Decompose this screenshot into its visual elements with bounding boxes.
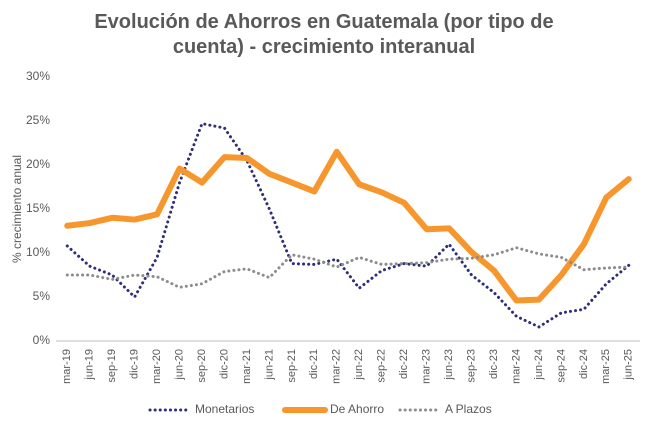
x-tick-label: jun-25 <box>623 349 635 381</box>
y-tick-label: 15% <box>26 201 50 215</box>
series-line <box>64 148 632 304</box>
y-axis-label: % crecimiento anual <box>10 155 24 263</box>
legend-label: De Ahorro <box>330 402 384 416</box>
series-line <box>65 246 631 289</box>
x-tick-label: mar-21 <box>241 349 253 384</box>
x-tick-label: dic-19 <box>129 349 141 379</box>
y-tick-label: 25% <box>26 113 50 127</box>
series-line <box>65 121 631 329</box>
x-tick-label: jun-21 <box>263 349 275 381</box>
x-tick-label: mar-19 <box>61 349 73 384</box>
y-tick-label: 0% <box>33 333 51 347</box>
y-tick-label: 30% <box>26 69 50 83</box>
x-tick-label: jun-24 <box>533 349 545 381</box>
x-tick-label: sep-23 <box>465 349 477 383</box>
x-tick-label: mar-23 <box>421 349 433 384</box>
x-tick-label: dic-22 <box>398 349 410 379</box>
x-tick-label: dic-20 <box>218 349 230 379</box>
x-tick-label: dic-21 <box>308 349 320 379</box>
legend-label: Monetarios <box>195 402 254 416</box>
x-tick-label: mar-22 <box>331 349 343 384</box>
chart-title: Evolución de Ahorros en Guatemala (por t… <box>94 11 554 58</box>
y-tick-label: 5% <box>33 289 51 303</box>
y-tick-label: 20% <box>26 157 50 171</box>
x-tick-label: sep-20 <box>196 349 208 383</box>
x-tick-label: sep-19 <box>106 349 118 383</box>
x-tick-label: sep-24 <box>555 349 567 383</box>
x-tick-label: mar-25 <box>600 349 612 384</box>
x-tick-label: mar-20 <box>151 349 163 384</box>
legend-label: A Plazos <box>445 402 492 416</box>
x-tick-label: sep-21 <box>286 349 298 383</box>
x-tick-label: dic-23 <box>488 349 500 379</box>
x-tick-label: mar-24 <box>510 349 522 384</box>
x-tick-label: dic-24 <box>578 349 590 379</box>
x-tick-label: jun-22 <box>353 349 365 381</box>
x-tick-label: jun-20 <box>173 349 185 381</box>
x-tick-label: jun-19 <box>84 349 96 381</box>
y-tick-label: 10% <box>26 245 50 259</box>
x-tick-label: jun-23 <box>443 349 455 381</box>
x-tick-label: sep-22 <box>376 349 388 383</box>
